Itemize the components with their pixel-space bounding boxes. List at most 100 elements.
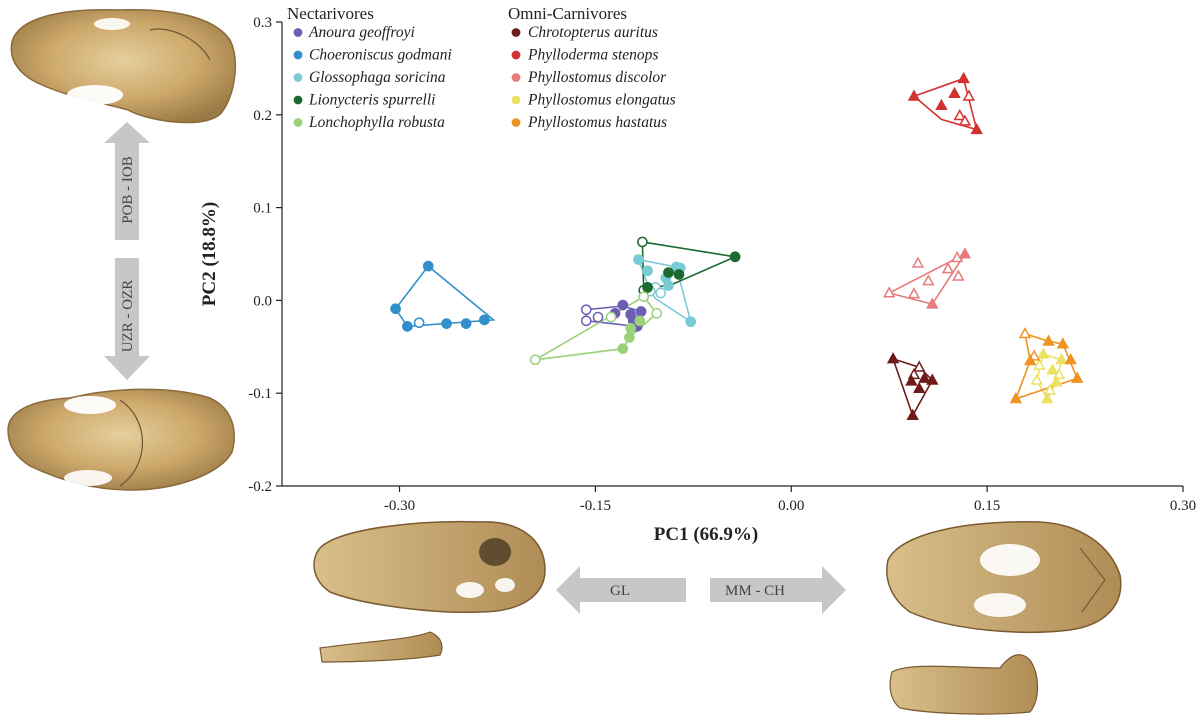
point-choeroniscus-godmani	[479, 314, 490, 326]
point-phylloderma-stenops	[948, 86, 961, 98]
x-tick-label: -0.15	[580, 498, 611, 514]
legend-label-glossophaga-soricina: Glossophaga soricina	[309, 69, 446, 86]
point-lionycteris-spurrelli	[729, 251, 741, 263]
y-axis-title: PC2 (18.8%)	[199, 202, 220, 306]
legend: Nectarivores Omni-Carnivores Anoura geof…	[287, 4, 676, 131]
arrow-gl: GL	[556, 566, 686, 614]
point-phylloderma-stenops	[957, 71, 970, 84]
point-chrotopterus-auritus	[913, 360, 926, 372]
legend-marker-anoura-geoffroyi	[293, 28, 303, 37]
point-anoura-geoffroyi	[617, 299, 629, 311]
point-chrotopterus-auritus	[913, 381, 926, 394]
point-phyllostomus-hastatus	[1018, 327, 1032, 339]
skull-ventral-left-image	[313, 520, 546, 614]
point-glossophaga-soricina	[685, 316, 697, 328]
y-tick-label: 0.0	[253, 293, 272, 309]
data-points	[390, 71, 1084, 420]
legend-marker-choeroniscus-godmani	[293, 50, 303, 60]
x-tick-label: 0.30	[1170, 498, 1196, 514]
legend-marker-lonchophylla-robusta	[293, 118, 303, 127]
point-phyllostomus-hastatus	[1071, 371, 1084, 383]
point-lionycteris-spurrelli	[637, 236, 648, 248]
point-glossophaga-soricina	[633, 254, 644, 265]
point-phyllostomus-hastatus	[1064, 353, 1077, 365]
point-lonchophylla-robusta	[623, 332, 635, 343]
point-choeroniscus-godmani	[413, 317, 425, 329]
hull-phyllostomus-discolor	[886, 251, 968, 306]
point-phyllostomus-elongatus	[1037, 347, 1050, 359]
point-phylloderma-stenops	[907, 89, 921, 101]
y-tick-label: -0.2	[248, 479, 272, 495]
skull-dorsal-bottom-image	[7, 388, 235, 491]
point-choeroniscus-godmani	[460, 318, 472, 329]
point-phyllostomus-discolor	[926, 297, 939, 309]
scatter-plot: -0.30 -0.15 0.00 0.15 0.30 -0.2 -0.1 0.0 0.1 0.2…	[248, 15, 1196, 514]
point-glossophaga-soricina	[663, 280, 674, 291]
x-tick-label: -0.30	[384, 498, 415, 514]
point-phylloderma-stenops	[958, 114, 972, 126]
legend-label-phyllostomus-discolor: Phyllostomus discolor	[527, 69, 667, 86]
point-chrotopterus-auritus	[918, 371, 931, 383]
point-phyllostomus-elongatus	[1055, 353, 1068, 365]
mandible-right-image	[889, 654, 1039, 715]
legend-label-lonchophylla-robusta: Lonchophylla robusta	[308, 114, 445, 131]
point-phyllostomus-hastatus	[1009, 392, 1023, 404]
point-choeroniscus-godmani	[422, 260, 434, 272]
legend-label-phylloderma-stenops: Phylloderma stenops	[527, 47, 658, 64]
point-phyllostomus-elongatus	[1040, 392, 1054, 404]
arrow-label-pob-iob: POB - IOB	[120, 156, 136, 224]
point-phyllostomus-elongatus	[1043, 383, 1057, 395]
y-ticks: -0.2 -0.1 0.0 0.1 0.2 0.3	[248, 15, 282, 495]
point-phyllostomus-hastatus	[1042, 334, 1055, 346]
legend-marker-lionycteris-spurrelli	[293, 95, 303, 105]
point-lionycteris-spurrelli	[673, 269, 685, 280]
point-chrotopterus-auritus	[886, 352, 900, 364]
point-lonchophylla-robusta	[651, 308, 663, 319]
point-lonchophylla-robusta	[625, 322, 636, 334]
point-choeroniscus-godmani	[441, 318, 452, 329]
point-choeroniscus-godmani	[402, 321, 413, 332]
point-glossophaga-soricina	[642, 265, 653, 277]
point-lionycteris-spurrelli	[663, 267, 674, 278]
legend-group-nectarivores: Nectarivores	[287, 4, 374, 23]
legend-marker-phyllostomus-hastatus	[511, 118, 521, 127]
point-anoura-geoffroyi	[580, 315, 592, 327]
hull-choeroniscus-godmani	[394, 264, 496, 328]
x-axis-title: PC1 (66.9%)	[654, 524, 758, 545]
legend-label-choeroniscus-godmani: Choeroniscus godmani	[309, 47, 452, 64]
point-phyllostomus-discolor	[911, 256, 925, 268]
point-lonchophylla-robusta	[634, 315, 646, 327]
legend-marker-glossophaga-soricina	[293, 73, 303, 82]
point-phyllostomus-discolor	[882, 286, 896, 298]
legend-items: Anoura geoffroyi Choeroniscus godmani Glos…	[293, 24, 676, 131]
point-lonchophylla-robusta	[617, 343, 629, 355]
point-phyllostomus-discolor	[922, 274, 935, 286]
arrow-pob-iob: POB - IOB	[104, 122, 150, 240]
legend-label-phyllostomus-elongatus: Phyllostomus elongatus	[527, 92, 676, 109]
point-anoura-geoffroyi	[635, 306, 647, 317]
point-lonchophylla-robusta	[605, 311, 617, 323]
y-tick-label: -0.1	[248, 386, 272, 402]
point-phyllostomus-discolor	[907, 287, 921, 299]
point-lonchophylla-robusta	[638, 291, 650, 303]
legend-label-chrotopterus-auritus: Chrotopterus auritus	[528, 24, 658, 41]
mandible-left-image	[319, 631, 443, 663]
point-lonchophylla-robusta	[529, 354, 541, 366]
legend-label-anoura-geoffroyi: Anoura geoffroyi	[308, 24, 415, 41]
point-anoura-geoffroyi	[580, 304, 592, 316]
point-chrotopterus-auritus	[905, 374, 918, 386]
y-tick-label: 0.3	[253, 15, 272, 31]
point-phylloderma-stenops	[970, 122, 983, 135]
hull-lionycteris-spurrelli	[641, 240, 738, 292]
legend-label-lionycteris-spurrelli: Lionycteris spurrelli	[308, 92, 435, 109]
point-phylloderma-stenops	[935, 98, 948, 111]
x-tick-label: 0.00	[778, 498, 804, 514]
legend-marker-chrotopterus-auritus	[511, 28, 521, 37]
arrow-label-mm-ch: MM - CH	[725, 583, 785, 599]
point-anoura-geoffroyi	[592, 311, 604, 323]
arrow-mm-ch: MM - CH	[710, 566, 846, 614]
point-glossophaga-soricina	[655, 287, 667, 299]
point-phylloderma-stenops	[962, 89, 976, 101]
point-phyllostomus-discolor	[958, 247, 972, 259]
hull-chrotopterus-auritus	[891, 357, 934, 418]
